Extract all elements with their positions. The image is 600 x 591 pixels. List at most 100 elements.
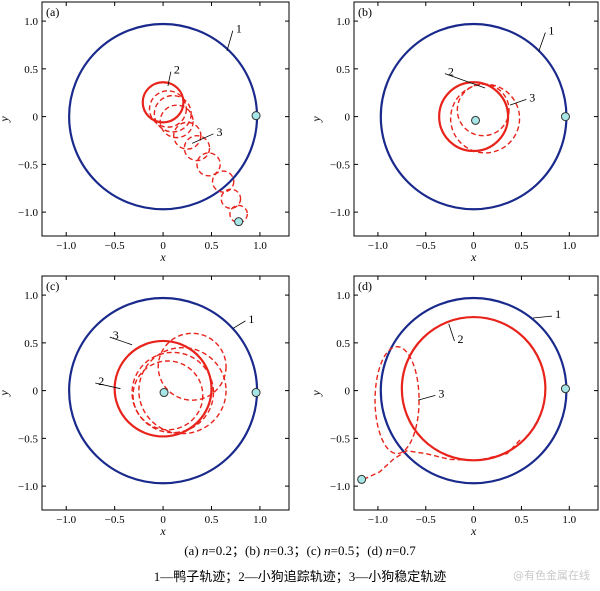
x-tick-label: 1.0: [562, 514, 576, 526]
x-tick-label: −0.5: [105, 240, 125, 252]
dog-stable-loop: [131, 351, 215, 434]
dog-stable-loop: [449, 83, 521, 154]
y-tick-label: −0.5: [330, 159, 350, 171]
annotation-leader: [109, 336, 133, 346]
x-tick-label: −1.0: [368, 514, 388, 526]
x-tick-label: −1.0: [56, 240, 76, 252]
y-tick-label: −0.5: [330, 433, 350, 445]
x-tick-label: 0: [160, 514, 166, 526]
annotation-leader: [538, 32, 546, 52]
panel-label: (b): [358, 5, 372, 19]
y-tick-label: −1.0: [18, 481, 38, 493]
dog-stable-loop: [159, 104, 194, 139]
x-tick-label: 0.5: [205, 240, 219, 252]
duck-marker: [560, 384, 570, 394]
dog-stable-loop: [456, 83, 510, 137]
y-tick-label: −0.5: [18, 159, 38, 171]
y-tick-label: 1.0: [24, 16, 38, 28]
annotation-label: 3: [529, 90, 535, 104]
y-tick-label: −0.5: [18, 433, 38, 445]
y-tick-label: 1.0: [336, 290, 350, 302]
y-axis-label: y: [0, 116, 11, 123]
dog-stable-loop: [138, 346, 227, 435]
annotation-leader: [191, 133, 214, 144]
dog-stable-loop: [157, 332, 227, 401]
plot-frame: [353, 1, 599, 237]
x-axis-label: x: [470, 524, 477, 538]
y-tick-label: 0.5: [24, 338, 38, 350]
panel-label: (a): [46, 5, 59, 19]
dog-stable-loop: [183, 135, 211, 162]
panel-b: −1.0 −0.5 0 0.5 1.0 −1.0 −0.5 0 0.5 1.0 x y (b) 1 2 3: [309, 1, 599, 264]
annotation-label: 3: [438, 386, 444, 400]
annotation-label: 2: [174, 63, 180, 77]
x-axis-label: x: [159, 524, 166, 538]
figure: −1.0 −0.5 0 0.5 1.0 −1.0 −0.5 0 0.5 1.0 x y (a) 1 2 3 −1…: [0, 1, 599, 538]
x-tick-label: 0.5: [515, 240, 529, 252]
duck-marker: [560, 112, 570, 122]
annotation-label: 3: [113, 328, 119, 342]
annotation-label: 3: [216, 125, 222, 139]
x-tick-label: 1.0: [253, 240, 267, 252]
x-axis-label: x: [470, 250, 477, 264]
duck-marker: [251, 388, 261, 398]
caption-n-values: (a) n=0.2；(b) n=0.3；(c) n=0.5；(d) n=0.7: [184, 543, 416, 558]
dog-stable-loop: [153, 94, 192, 133]
annotation-label: 1: [236, 22, 242, 36]
y-axis-label: y: [309, 116, 323, 123]
y-axis-label: y: [0, 390, 11, 397]
annotation-leader: [532, 315, 553, 319]
dog-marker: [234, 217, 244, 227]
duck-marker: [251, 111, 261, 121]
dog-chase-trajectory: [141, 81, 185, 124]
duck-trajectory: [379, 296, 568, 485]
y-tick-label: 1.0: [24, 290, 38, 302]
y-tick-label: 0: [33, 386, 39, 398]
dog-stable-loop: [132, 360, 204, 431]
y-tick-label: 0.5: [336, 338, 350, 350]
x-tick-label: −0.5: [416, 240, 436, 252]
annotation-label: 1: [248, 312, 254, 326]
watermark: @有色金属在线: [513, 569, 590, 582]
dog-stable-loop: [148, 90, 188, 128]
x-axis-label: x: [159, 250, 166, 264]
x-tick-label: 0.5: [515, 514, 529, 526]
annotation-leader: [509, 99, 527, 106]
dog-stable-loop: [173, 121, 202, 150]
annotation-leader: [232, 320, 246, 329]
duck-trajectory: [68, 22, 259, 211]
annotation-leader: [167, 71, 172, 87]
annotation-leader: [448, 323, 455, 342]
annotation-label: 2: [457, 332, 463, 346]
dog-marker: [471, 115, 481, 125]
dog-stable-loop: [229, 204, 249, 224]
annotation-label: 1: [548, 24, 554, 38]
y-tick-label: −1.0: [330, 481, 350, 493]
x-tick-label: 1.0: [562, 240, 576, 252]
x-tick-label: 1.0: [253, 514, 267, 526]
plot-frame: [41, 1, 290, 237]
dog-stable-loop: [196, 152, 221, 177]
annotation-label: 2: [98, 374, 104, 388]
panel-d: −1.0 −0.5 0 0.5 1.0 −1.0 −0.5 0 0.5 1.0 x y (d) 1 2 3: [309, 275, 599, 538]
y-tick-label: 0.5: [336, 64, 350, 76]
annotation-leader: [444, 73, 486, 89]
panel-label: (d): [358, 279, 372, 293]
y-tick-label: 1.0: [336, 16, 350, 28]
caption-legend: 1—鸭子轨迹；2—小狗追踪轨迹；3—小狗稳定轨迹: [153, 569, 447, 584]
plot-frame: [353, 275, 599, 511]
panel-a: −1.0 −0.5 0 0.5 1.0 −1.0 −0.5 0 0.5 1.0 x y (a) 1 2 3: [0, 1, 290, 264]
y-tick-label: 0: [345, 386, 351, 398]
dog-chase-trajectory: [400, 315, 547, 462]
annotation-leader: [95, 382, 121, 390]
y-tick-label: −1.0: [18, 207, 38, 219]
x-tick-label: 0: [160, 240, 166, 252]
dog-marker: [159, 388, 169, 398]
x-tick-label: −1.0: [56, 514, 76, 526]
y-tick-label: −1.0: [330, 207, 350, 219]
dog-stable-loop: [220, 188, 242, 210]
annotation-leader: [418, 395, 436, 401]
x-tick-label: −0.5: [105, 514, 125, 526]
y-axis-label: y: [309, 390, 323, 397]
annotation-label: 2: [448, 65, 454, 79]
